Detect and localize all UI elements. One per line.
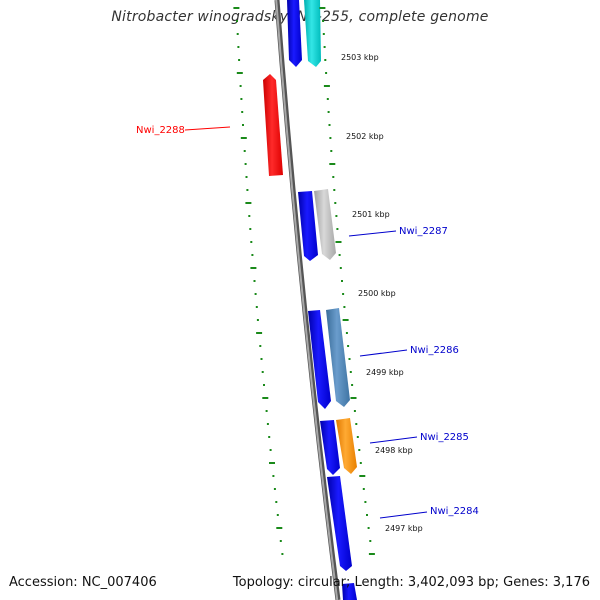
accession-text: Accession: NC_007406 bbox=[9, 575, 157, 590]
scale-label: 2498 kbp bbox=[375, 446, 413, 455]
label-leader-line bbox=[359, 349, 408, 357]
scale-track bbox=[319, 7, 375, 555]
gene-reverse-feature bbox=[263, 74, 283, 176]
gene-label-nwi-2287[interactable]: Nwi_2287 bbox=[399, 226, 448, 237]
label-leader-line bbox=[369, 436, 418, 444]
gene-label-nwi-2288[interactable]: Nwi_2288 bbox=[136, 125, 185, 136]
cog-feature-steelblue bbox=[326, 308, 350, 407]
cds-forward-feature bbox=[298, 191, 318, 261]
gene-label-nwi-2284[interactable]: Nwi_2284 bbox=[430, 506, 479, 517]
scale-label: 2501 kbp bbox=[352, 210, 390, 219]
gene-label-nwi-2285[interactable]: Nwi_2285 bbox=[420, 432, 469, 443]
cog-feature-gray bbox=[314, 189, 336, 260]
label-leader-line bbox=[348, 230, 397, 237]
cds-forward-feature bbox=[327, 476, 352, 571]
cds-forward-feature bbox=[287, 0, 302, 67]
map-title: Nitrobacter winogradskyi Nb-255, complet… bbox=[111, 9, 489, 25]
scale-label: 2500 kbp bbox=[358, 289, 396, 298]
gc-content-track bbox=[233, 7, 284, 555]
cds-forward-feature bbox=[342, 583, 357, 600]
scale-label: 2502 kbp bbox=[346, 132, 384, 141]
genome-summary-text: Topology: circular; Length: 3,402,093 bp… bbox=[232, 575, 590, 590]
scale-label: 2503 kbp bbox=[341, 53, 379, 62]
gene-label-nwi-2286[interactable]: Nwi_2286 bbox=[410, 345, 459, 356]
cog-feature-cyan bbox=[304, 0, 321, 67]
cog-feature-orange bbox=[336, 418, 357, 474]
label-leader-line bbox=[184, 126, 231, 131]
scale-label: 2497 kbp bbox=[385, 524, 423, 533]
label-leader-line bbox=[379, 511, 428, 519]
cds-forward-feature bbox=[308, 310, 331, 409]
scale-label: 2499 kbp bbox=[366, 368, 404, 377]
cds-forward-feature bbox=[320, 420, 340, 475]
genome-backbone bbox=[274, 0, 341, 600]
